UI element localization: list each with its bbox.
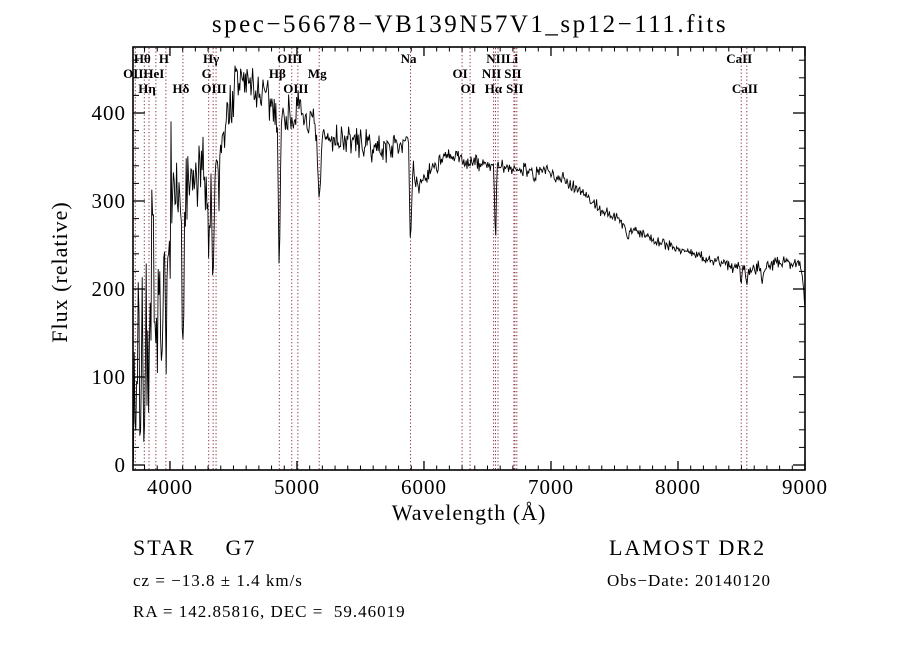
- line-marker-label: Hα: [485, 81, 503, 96]
- plot-frame: [132, 46, 806, 471]
- line-marker-label: Na: [401, 51, 417, 66]
- ra-dec-text: RA = 142.85816, DEC = 59.46019: [133, 602, 406, 621]
- x-tick-label: 4000: [147, 475, 193, 499]
- line-marker-label: HeI: [143, 66, 164, 81]
- line-marker-label: Li: [506, 51, 519, 66]
- line-marker-label: NII: [482, 66, 502, 81]
- line-marker-label: Hθ: [134, 51, 151, 66]
- spectrum-series: [133, 65, 805, 463]
- line-marker-label: OIII: [201, 81, 226, 96]
- line-marker-label: OI: [460, 81, 475, 96]
- x-tick-label: 6000: [401, 475, 447, 499]
- line-marker-label: Hδ: [172, 81, 189, 96]
- x-tick-label: 7000: [528, 475, 574, 499]
- line-marker-label: H: [159, 51, 169, 66]
- y-tick-label: 300: [92, 189, 127, 213]
- line-marker-label: CaII: [726, 51, 752, 66]
- line-marker-label: G: [202, 66, 212, 81]
- line-marker-label: Hη: [138, 81, 156, 96]
- line-marker-label: NII: [486, 51, 506, 66]
- line-marker-label: SII: [506, 81, 523, 96]
- line-marker-label: OII: [123, 66, 143, 81]
- line-marker-label: OI: [452, 66, 467, 81]
- plot-axes: [132, 46, 806, 471]
- line-marker-label: Hβ: [269, 66, 286, 81]
- line-marker-label: SII: [504, 66, 521, 81]
- y-tick-label: 0: [115, 453, 127, 477]
- plot-title: spec−56678−VB139N57V1_sp12−111.fits: [212, 11, 728, 38]
- x-tick-label: 5000: [274, 475, 320, 499]
- y-tick-label: 200: [92, 277, 127, 301]
- cz-text: cz = −13.8 ± 1.4 km/s: [133, 571, 303, 590]
- line-marker-label: CaII: [732, 81, 758, 96]
- line-marker-label: Mg: [308, 66, 327, 81]
- line-marker-label: OIII: [277, 51, 302, 66]
- x-tick-label: 9000: [782, 475, 828, 499]
- x-axis-title: Wavelength (Å): [392, 500, 547, 525]
- line-marker-label: Hγ: [203, 51, 219, 66]
- line-marker-label: OIII: [283, 81, 308, 96]
- y-axis-title: Flux (relative): [47, 201, 72, 342]
- survey-text: LAMOST DR2: [609, 535, 766, 560]
- y-tick-label: 100: [92, 365, 127, 389]
- y-tick-label: 400: [92, 101, 127, 125]
- x-tick-label: 8000: [655, 475, 701, 499]
- obs-date-text: Obs−Date: 20140120: [607, 571, 771, 590]
- spectrum-flux-curve: [133, 65, 805, 463]
- classification-text: STAR G7: [133, 535, 256, 560]
- tick-labels: 4000 5000 6000 7000 8000 9000 0 100 200 300 400: [92, 101, 828, 499]
- spectral-line-labels: OIIHθHηHeIHHδGHγOIIIHβOIIIOIIIMgNaOIOINI…: [123, 51, 758, 96]
